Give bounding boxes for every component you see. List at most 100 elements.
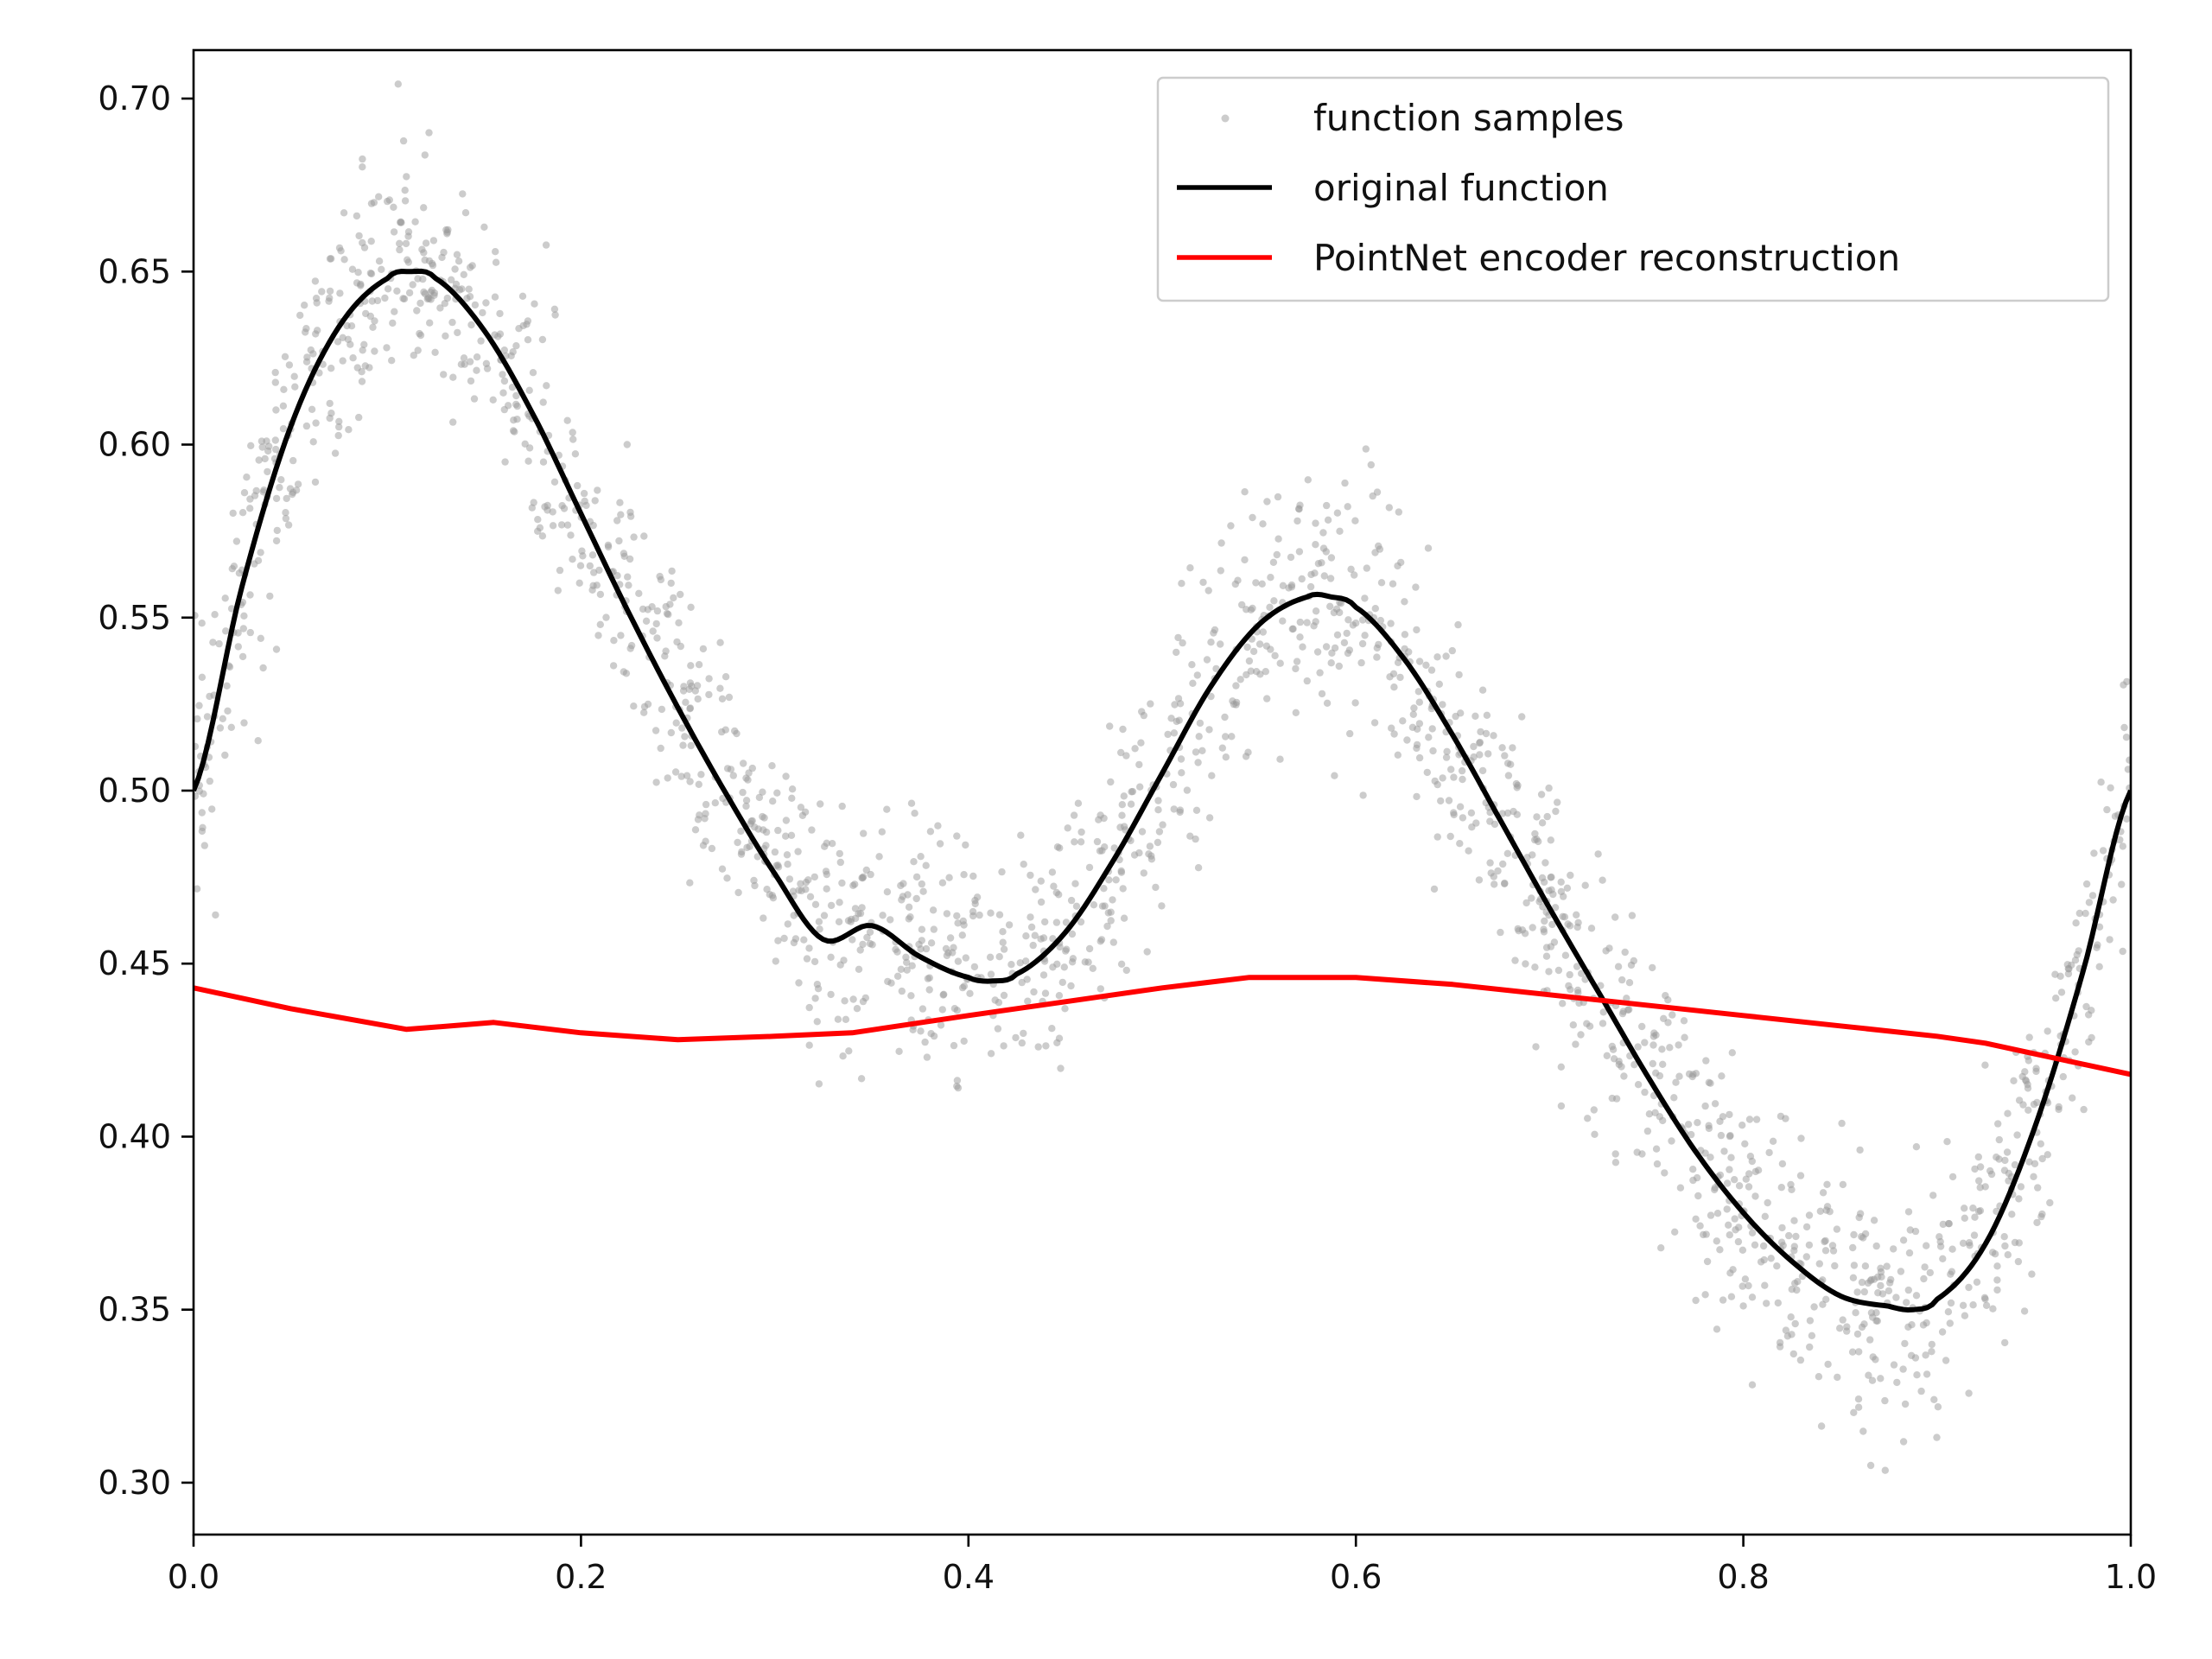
scatter-point [1797, 1135, 1805, 1142]
scatter-point [1050, 882, 1058, 890]
scatter-point [1425, 734, 1433, 741]
scatter-point [1327, 554, 1336, 562]
scatter-point [1522, 899, 1530, 907]
scatter-point [1672, 1078, 1680, 1086]
scatter-point [1060, 963, 1069, 971]
scatter-point [1271, 652, 1279, 659]
scatter-point [858, 904, 866, 912]
scatter-point [836, 849, 843, 858]
scatter-point [2032, 1067, 2040, 1076]
scatter-point [1256, 671, 1264, 678]
scatter-point [987, 909, 995, 917]
scatter-point [2085, 899, 2094, 906]
scatter-point [1557, 1063, 1566, 1071]
scatter-point [1361, 632, 1369, 639]
scatter-point [571, 450, 580, 458]
scatter-point [1259, 628, 1268, 636]
scatter-point [1362, 445, 1370, 453]
scatter-point [1410, 704, 1418, 712]
scatter-point [1619, 1007, 1627, 1015]
scatter-point [422, 239, 430, 247]
scatter-point [1318, 690, 1326, 698]
scatter-point [1287, 583, 1296, 591]
scatter-point [905, 903, 913, 912]
scatter-point [718, 865, 727, 873]
scatter-point [365, 364, 373, 372]
legend-label-pointnet-reconstruction: PointNet encoder reconstruction [1313, 237, 1900, 279]
scatter-point [620, 550, 628, 557]
scatter-point [1688, 1130, 1695, 1139]
scatter-point [1394, 751, 1402, 759]
scatter-point [1137, 739, 1145, 747]
scatter-point [1241, 556, 1249, 564]
scatter-point [1694, 1119, 1701, 1127]
scatter-point [496, 309, 504, 318]
scatter-point [2064, 964, 2072, 973]
scatter-point [1561, 951, 1570, 959]
scatter-point [694, 695, 702, 703]
y-tick-label: 0.30 [98, 1464, 171, 1502]
scatter-point [1238, 601, 1246, 609]
scatter-point [1821, 1236, 1829, 1245]
scatter-point [1414, 688, 1423, 696]
scatter-point [1938, 1328, 1947, 1336]
scatter-point [1773, 1262, 1781, 1270]
scatter-point [1303, 619, 1311, 626]
scatter-point [1048, 1025, 1056, 1033]
scatter-point [838, 879, 846, 887]
scatter-point [2024, 1106, 2032, 1115]
scatter-point [1538, 874, 1547, 882]
scatter-point [1850, 1230, 1858, 1239]
scatter-point [1866, 1461, 1875, 1470]
scatter-point [272, 645, 281, 653]
scatter-point [1641, 1039, 1649, 1046]
scatter-point [264, 467, 271, 476]
scatter-point [2095, 923, 2104, 931]
scatter-point [1745, 1281, 1752, 1290]
scatter-point [1745, 1116, 1754, 1123]
scatter-point [1839, 1180, 1847, 1189]
scatter-point [1991, 1250, 1999, 1258]
scatter-point [883, 888, 892, 896]
scatter-point [820, 912, 829, 919]
scatter-point [1870, 1217, 1878, 1224]
scatter-point [670, 594, 677, 602]
scatter-point [2030, 1173, 2037, 1181]
scatter-point [1205, 587, 1212, 594]
scatter-point [682, 698, 690, 706]
scatter-point [626, 555, 634, 563]
scatter-point [1850, 1262, 1859, 1269]
scatter-point [1245, 657, 1254, 665]
scatter-point [448, 318, 456, 327]
scatter-point [1194, 759, 1202, 766]
scatter-point [1249, 604, 1256, 613]
scatter-point [384, 197, 391, 206]
scatter-point [966, 989, 974, 998]
scatter-point [927, 939, 936, 947]
scatter-point [1725, 1221, 1732, 1230]
scatter-point [1443, 747, 1451, 755]
scatter-point [702, 837, 709, 845]
scatter-point [1428, 725, 1436, 733]
scatter-point [1423, 768, 1432, 777]
scatter-point [466, 358, 474, 365]
scatter-point [1118, 811, 1126, 819]
scatter-point [199, 823, 207, 831]
scatter-point [371, 347, 378, 355]
scatter-point [1176, 808, 1184, 817]
scatter-point [2014, 1257, 2023, 1266]
scatter-point [1287, 553, 1295, 562]
scatter-point [555, 451, 563, 459]
scatter-point [426, 319, 434, 327]
scatter-point [971, 899, 979, 908]
scatter-point [1194, 864, 1203, 872]
scatter-point [1748, 1157, 1757, 1166]
scatter-point [1521, 930, 1529, 938]
scatter-point [1490, 732, 1497, 740]
scatter-point [943, 910, 951, 918]
scatter-point [1217, 539, 1225, 547]
scatter-point [1177, 755, 1185, 763]
scatter-point [463, 295, 471, 302]
scatter-point [803, 955, 811, 963]
scatter-point [1611, 1159, 1620, 1166]
